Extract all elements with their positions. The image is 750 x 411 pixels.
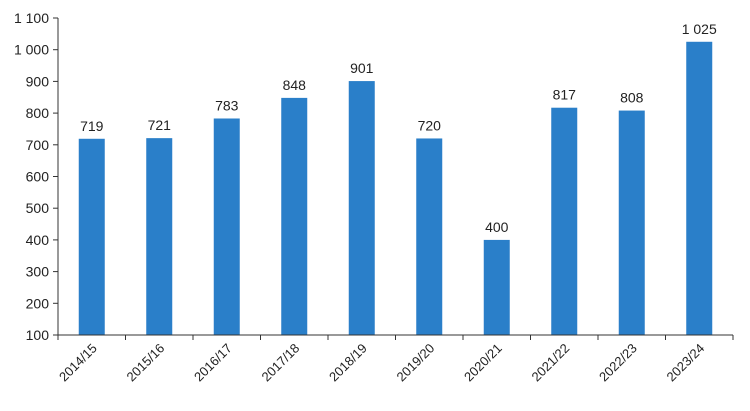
data-label: 783 (215, 97, 239, 113)
bar (416, 138, 443, 335)
x-tick-label: 2015/16 (124, 341, 168, 385)
data-label: 400 (485, 219, 509, 235)
y-tick-label: 400 (26, 232, 50, 248)
data-label: 719 (80, 118, 104, 134)
x-tick-label: 2021/22 (529, 341, 573, 385)
x-tick-label: 2018/19 (326, 341, 370, 385)
y-tick-label: 1 100 (14, 10, 49, 26)
y-tick-label: 600 (26, 169, 50, 185)
x-tick-label: 2020/21 (461, 341, 505, 385)
x-tick-label: 2014/15 (56, 341, 100, 385)
data-label: 720 (418, 117, 442, 133)
bar (146, 138, 173, 335)
y-tick-label: 800 (26, 105, 50, 121)
y-tick-label: 300 (26, 264, 50, 280)
data-label: 808 (620, 90, 644, 106)
y-tick-label: 200 (26, 295, 50, 311)
y-tick-label: 700 (26, 137, 50, 153)
x-tick-label: 2022/23 (596, 341, 640, 385)
bar (686, 41, 713, 336)
x-tick-label: 2019/20 (394, 341, 438, 385)
x-tick-label: 2017/18 (259, 341, 303, 385)
data-label: 1 025 (682, 21, 717, 37)
bar (348, 81, 375, 335)
data-label: 848 (283, 77, 307, 93)
data-label: 901 (350, 60, 374, 76)
bar (551, 107, 578, 335)
data-label: 721 (148, 117, 172, 133)
bar (483, 239, 510, 335)
y-tick-label: 900 (26, 73, 50, 89)
bar (213, 118, 240, 335)
bar (78, 138, 105, 335)
y-tick-label: 1 000 (14, 42, 49, 58)
x-tick-label: 2016/17 (191, 341, 235, 385)
data-label: 817 (553, 87, 577, 103)
bar (618, 110, 645, 336)
y-tick-label: 100 (26, 327, 50, 343)
bar (281, 97, 308, 335)
x-tick-label: 2023/24 (664, 341, 708, 385)
y-tick-label: 500 (26, 200, 50, 216)
